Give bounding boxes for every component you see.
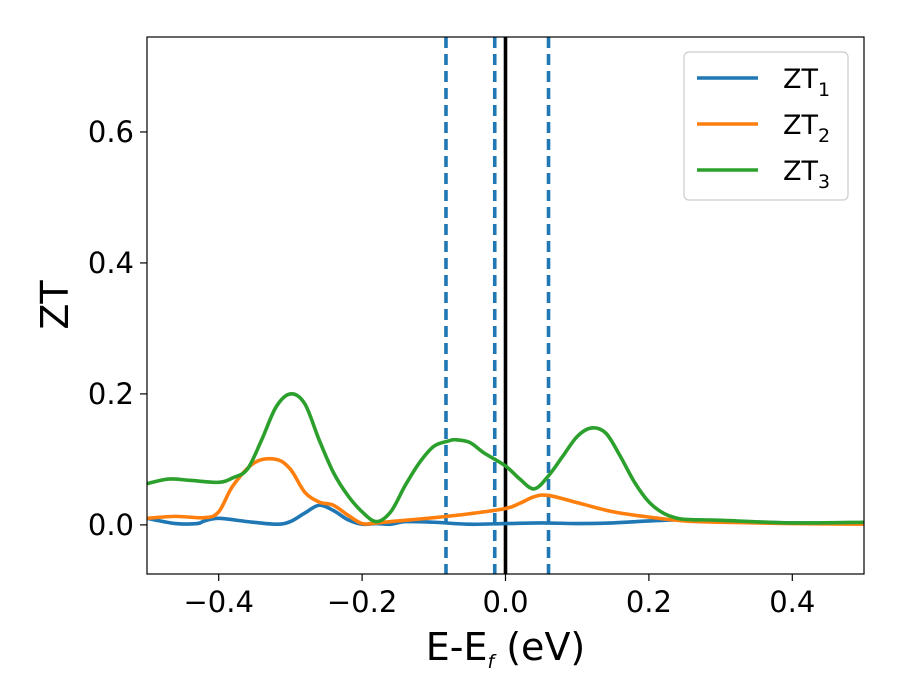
legend-entry-zt3: ZT3 — [697, 156, 830, 193]
x-tick-label: 0.0 — [482, 585, 528, 619]
y-axis-label: ZT — [33, 280, 77, 330]
x-tick-label: 0.2 — [626, 585, 672, 619]
y-tick-label: 0.0 — [88, 508, 134, 542]
legend-label: ZT3 — [783, 156, 830, 193]
x-axis-ticks: −0.4 −0.2 0.0 0.2 0.4 — [183, 574, 815, 619]
y-tick-label: 0.2 — [88, 377, 134, 411]
x-tick-label: −0.2 — [327, 585, 397, 619]
legend-label: ZT1 — [783, 64, 830, 101]
series-line-zt3 — [147, 392, 864, 525]
x-tick-label: −0.4 — [183, 585, 253, 619]
x-tick-label: 0.4 — [769, 585, 815, 619]
y-axis-ticks: 0.0 0.2 0.4 0.6 — [88, 115, 147, 542]
legend-label: ZT2 — [783, 110, 830, 147]
legend-entry-zt2: ZT2 — [697, 110, 830, 147]
x-axis-label: E-Ef (eV) — [426, 625, 586, 673]
legend: ZT1 ZT2 ZT3 — [683, 51, 849, 201]
y-tick-label: 0.6 — [88, 115, 134, 149]
legend-box — [683, 51, 849, 201]
series-layer — [147, 392, 864, 527]
vertical-reference-lines — [444, 37, 551, 574]
y-tick-label: 0.4 — [88, 246, 134, 280]
legend-entry-zt1: ZT1 — [697, 64, 830, 101]
